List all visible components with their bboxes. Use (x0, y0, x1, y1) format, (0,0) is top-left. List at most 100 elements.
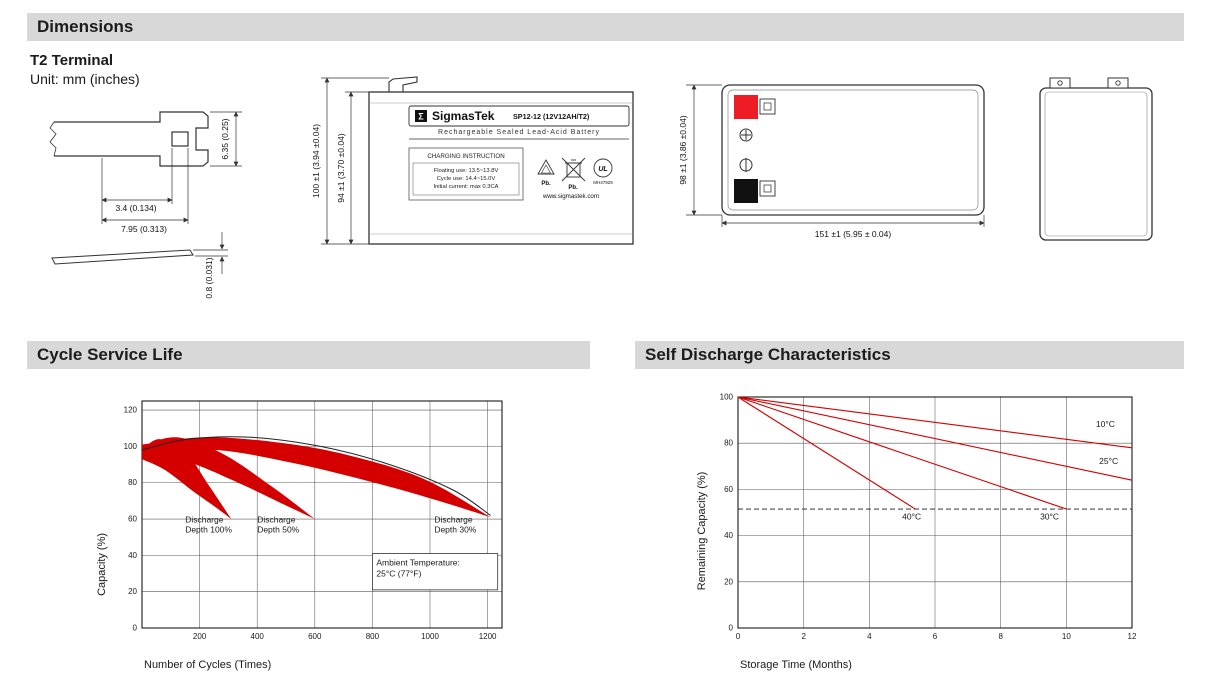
reference-curve (141, 436, 491, 516)
y-tick-label: 80 (128, 478, 137, 487)
series-label: 30°C (1040, 511, 1059, 521)
battery-label: Σ SigmasTek SP12-12 (12V12AH/T2) Recharg… (408, 105, 630, 201)
battery-end-view (1039, 77, 1153, 241)
discharge-band (142, 439, 232, 519)
y-tick-label: 40 (724, 531, 733, 540)
y-tick-label: 60 (724, 485, 733, 494)
annotation-text: Ambient Temperature: (376, 558, 459, 568)
dim-terminal-thickness: 0.8 (0.031) (204, 257, 214, 298)
x-tick-label: 10 (1062, 632, 1071, 641)
x-axis-label: Storage Time (Months) (740, 659, 852, 671)
self-discharge-section-header: Self Discharge Characteristics (635, 341, 1184, 369)
annotation-text: 25°C (77°F) (376, 569, 421, 579)
series-label: 40°C (902, 511, 921, 521)
y-axis-label: Capacity (%) (96, 533, 108, 596)
brand-name: SigmasTek (432, 109, 495, 123)
terminal-profile-outline (49, 111, 209, 167)
pb-label-2: Pb. (568, 185, 578, 191)
y-tick-label: 0 (729, 624, 734, 633)
sigma-glyph: Σ (418, 112, 424, 122)
band-label: Discharge (185, 515, 224, 525)
charging-line3: Initial current: max 0.3CA (433, 184, 498, 190)
y-tick-label: 100 (720, 393, 734, 402)
band-label: Depth 30% (434, 525, 476, 535)
series-line (737, 396, 1133, 449)
y-axis-label: Remaining Capacity (%) (696, 472, 708, 591)
y-tick-label: 20 (724, 577, 733, 586)
negative-terminal-icon (739, 158, 753, 172)
positive-terminal-icon (739, 128, 753, 142)
battery-type-text: Rechargeable Sealed Lead-Acid Battery (438, 129, 600, 136)
website-text: www.sigmastek.com (542, 193, 599, 200)
x-tick-label: 6 (933, 632, 938, 641)
annotation-box (371, 553, 499, 591)
terminal-blade-edge-view (51, 232, 228, 274)
negative-terminal-clip (759, 180, 776, 197)
x-tick-label: 600 (308, 632, 322, 641)
self-discharge-chart: 0 2 4 6 8 10 12 0 20 40 60 80 100 10°C 25°C 30°C 40°C Sto… (696, 393, 1137, 672)
battery-case-end (1039, 77, 1153, 241)
x-tick-label: 200 (193, 632, 207, 641)
dim-terminal-large-width: 7.95 (0.313) (121, 224, 167, 234)
plot-border (737, 396, 1133, 629)
dim-side-length: 151 ±1 (5.95 ± 0.04) (815, 229, 892, 239)
series-line (737, 396, 1133, 481)
discharge-band (142, 437, 315, 519)
charging-line2: Cycle use: 14.4~15.0V (437, 176, 496, 182)
negative-terminal-marker (734, 179, 758, 203)
charging-line1: Floating use: 13.5~13.8V (434, 168, 499, 174)
band-label: Depth 50% (257, 525, 299, 535)
x-tick-label: 4 (867, 632, 872, 641)
band-label: Discharge (434, 515, 473, 525)
positive-terminal-clip (759, 98, 776, 115)
x-axis-label: Number of Cycles (Times) (144, 659, 271, 671)
y-tick-label: 0 (133, 624, 138, 633)
pb-label-1: Pb. (541, 181, 551, 187)
dim-terminal-small-width: 3.4 (0.134) (115, 203, 156, 213)
positive-terminal-marker (734, 95, 758, 119)
series-label: 25°C (1099, 456, 1118, 466)
y-tick-label: 100 (124, 442, 138, 451)
dim-total-height: 100 ±1 (3.94 ±0.04) (311, 124, 321, 198)
band-label: Depth 100% (185, 525, 232, 535)
series-line (737, 396, 1067, 510)
discharge-band (142, 437, 491, 518)
cycle-life-section-header: Cycle Service Life (27, 341, 590, 369)
x-tick-label: 1000 (421, 632, 439, 641)
terminal-tab (388, 76, 418, 92)
x-tick-label: 8 (998, 632, 1003, 641)
dim-side-height: 98 ±1 (3.86 ±0.04) (678, 115, 688, 185)
series-label: 10°C (1096, 419, 1115, 429)
charging-instruction-box (408, 147, 524, 201)
y-tick-label: 60 (128, 515, 137, 524)
t2-terminal-drawing: 6.35 (0.25) 3.4 (0.134) 7.95 (0.313) 0.8… (49, 111, 242, 299)
dim-case-height: 94 ±1 (3.70 ±0.04) (336, 133, 346, 203)
terminal-dimension-lines (101, 111, 242, 224)
end-terminal-2 (1107, 77, 1129, 89)
sigma-logo-icon (415, 110, 427, 122)
x-tick-label: 12 (1128, 632, 1137, 641)
battery-front-view: 100 ±1 (3.94 ±0.04) 94 ±1 (3.70 ±0.04) Σ… (311, 76, 634, 245)
ul-file-number: MH47929 (593, 180, 613, 185)
battery-side-view: 98 ±1 (3.86 ±0.04) 151 ±1 (5.95 ± 0.04) (678, 84, 985, 239)
recycle-pb-icon (537, 159, 555, 175)
end-terminal-1 (1049, 77, 1071, 89)
dim-terminal-height: 6.35 (0.25) (220, 118, 230, 159)
model-number: SP12-12 (12V12AH/T2) (513, 112, 590, 121)
svg-text:UL: UL (598, 166, 607, 173)
cycle-service-life-chart: 200 400 600 800 1000 1200 0 20 40 60 80 100 120 Disch… (96, 400, 503, 671)
x-tick-label: 1200 (479, 632, 497, 641)
y-tick-label: 20 (128, 587, 137, 596)
crossed-bin-icon (561, 157, 586, 182)
y-tick-label: 80 (724, 439, 733, 448)
unit-label: Unit: mm (inches) (30, 71, 140, 87)
x-tick-label: 0 (736, 632, 741, 641)
band-label: Discharge (257, 515, 296, 525)
front-dimension-lines (321, 77, 389, 245)
x-tick-label: 2 (801, 632, 806, 641)
series-line (737, 396, 916, 510)
plot-border (141, 400, 503, 629)
battery-case-side (721, 84, 985, 216)
side-dimension-lines (686, 84, 985, 227)
y-tick-label: 120 (124, 406, 138, 415)
